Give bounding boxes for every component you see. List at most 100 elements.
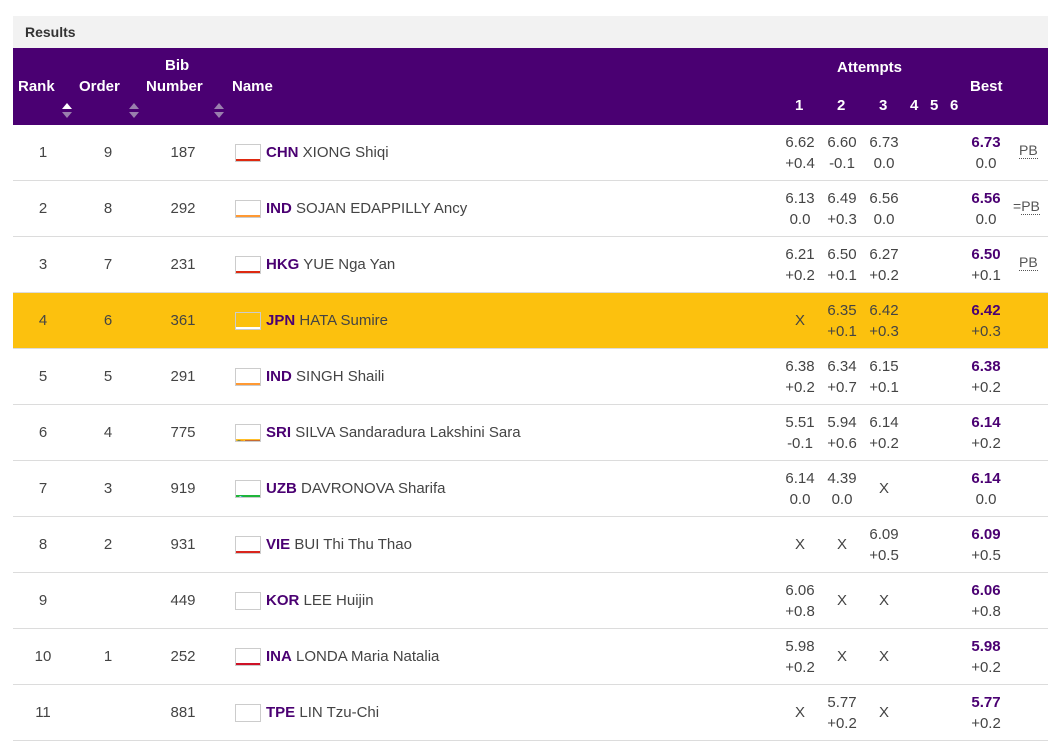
attempt-2: X xyxy=(822,629,862,684)
attempt-wind: +0.2 xyxy=(785,659,815,676)
best-mark: 6.50 +0.1 xyxy=(963,244,1009,286)
athlete-name[interactable]: UZB DAVRONOVA Sharifa xyxy=(266,461,446,516)
order-cell: 3 xyxy=(103,480,113,497)
athlete-name-text: LONDA Maria Natalia xyxy=(296,648,440,665)
table-row[interactable]: 1 9 187 CHN XIONG Shiqi 6.62 +0.4 6.60 -0.1 6.73… xyxy=(13,125,1048,181)
flag-icon xyxy=(235,256,261,274)
sort-icon[interactable] xyxy=(62,103,72,119)
table-row[interactable]: 10 1 252 INA LONDA Maria Natalia 5.98 +0.2 X X 5… xyxy=(13,629,1048,685)
bib-cell: 361 xyxy=(170,312,196,329)
attempt-mark: 5.98 xyxy=(785,638,815,655)
table-row[interactable]: 5 5 291 IND SINGH Shaili 6.38 +0.2 6.34 +0.7 6.1… xyxy=(13,349,1048,405)
table-row[interactable]: 11 881 TPE LIN Tzu-Chi X 5.77 +0.2 X 5.77 +0.2 xyxy=(13,685,1048,741)
column-header-order[interactable]: Order xyxy=(79,78,120,95)
table-row[interactable]: 8 2 931 VIE BUI Thi Thu Thao X X 6.09 +0.5 6.09 +… xyxy=(13,517,1048,573)
table-row[interactable]: 7 3 919 UZB DAVRONOVA Sharifa 6.14 0.0 4.39 0.0… xyxy=(13,461,1048,517)
athlete-cell[interactable]: VIE BUI Thi Thu Thao xyxy=(235,517,755,572)
athlete-cell[interactable]: SRI SILVA Sandaradura Lakshini Sara xyxy=(235,405,755,460)
athlete-cell[interactable]: IND SINGH Shaili xyxy=(235,349,755,404)
attempt-3: X xyxy=(864,573,904,628)
attempt-wind: +0.2 xyxy=(827,715,857,732)
attempt-2: 5.94 +0.6 xyxy=(822,412,862,454)
attempt-mark: 6.62 xyxy=(785,134,815,151)
personal-best-badge[interactable]: PB xyxy=(1019,254,1038,271)
athlete-name-text: SILVA Sandaradura Lakshini Sara xyxy=(295,424,521,441)
best-mark-wind: +0.8 xyxy=(971,603,1001,620)
table-row[interactable]: 3 7 231 HKG YUE Nga Yan 6.21 +0.2 6.50 +0.1 6.27… xyxy=(13,237,1048,293)
country-code: IND xyxy=(266,368,292,385)
sort-icon[interactable] xyxy=(129,103,139,119)
attempt-wind: +0.3 xyxy=(869,323,899,340)
country-code: JPN xyxy=(266,312,296,329)
attempt-wind: +0.7 xyxy=(827,379,857,396)
column-header-bib-line2[interactable]: Number xyxy=(146,78,203,95)
attempt-1: X xyxy=(780,517,820,572)
attempt-mark: 6.09 xyxy=(869,526,899,543)
athlete-cell[interactable]: CHN XIONG Shiqi xyxy=(235,125,755,180)
order-cell: 9 xyxy=(103,144,113,161)
athlete-cell[interactable]: HKG YUE Nga Yan xyxy=(235,237,755,292)
attempt-mark: 6.15 xyxy=(869,358,899,375)
best-mark: 6.56 0.0 xyxy=(963,188,1009,230)
attempt-1: 5.51 -0.1 xyxy=(780,412,820,454)
attempt-mark: 5.51 xyxy=(785,414,815,431)
athlete-name[interactable]: JPN HATA Sumire xyxy=(266,293,388,348)
attempt-3: 6.14 +0.2 xyxy=(864,412,904,454)
column-header-bib-line1[interactable]: Bib xyxy=(165,57,190,74)
personal-best-badge[interactable]: =PB xyxy=(1013,198,1040,215)
rank-cell: 9 xyxy=(38,592,48,609)
flag-icon xyxy=(235,368,261,386)
athlete-name-text: DAVRONOVA Sharifa xyxy=(301,480,446,497)
best-mark-value: 6.42 xyxy=(971,302,1001,319)
bib-cell: 291 xyxy=(170,368,196,385)
rank-cell: 2 xyxy=(38,200,48,217)
athlete-cell[interactable]: TPE LIN Tzu-Chi xyxy=(235,685,755,740)
athlete-name[interactable]: CHN XIONG Shiqi xyxy=(266,125,389,180)
bib-cell: 231 xyxy=(170,256,196,273)
attempt-3: 6.27 +0.2 xyxy=(864,244,904,286)
table-row[interactable]: 4 6 361 JPN HATA Sumire X 6.35 +0.1 6.42 +0.3 6.4… xyxy=(13,293,1048,349)
attempt-2: X xyxy=(822,517,862,572)
order-cell xyxy=(88,573,128,628)
best-mark: 6.42 +0.3 xyxy=(963,300,1009,342)
sort-icon[interactable] xyxy=(214,103,224,119)
athlete-name[interactable]: IND SINGH Shaili xyxy=(266,349,384,404)
column-header-rank[interactable]: Rank xyxy=(18,78,55,95)
athlete-name[interactable]: KOR LEE Huijin xyxy=(266,573,374,628)
table-row[interactable]: 6 4 775 SRI SILVA Sandaradura Lakshini Sara… xyxy=(13,405,1048,461)
rank-cell: 10 xyxy=(34,648,52,665)
attempt-mark: 6.49 xyxy=(827,190,857,207)
athlete-cell[interactable]: JPN HATA Sumire xyxy=(235,293,755,348)
attempt-mark: 6.13 xyxy=(785,190,815,207)
athlete-cell[interactable]: KOR LEE Huijin xyxy=(235,573,755,628)
attempt-1: 6.21 +0.2 xyxy=(780,244,820,286)
best-mark-wind: 0.0 xyxy=(975,155,997,172)
athlete-name[interactable]: IND SOJAN EDAPPILLY Ancy xyxy=(266,181,467,236)
athlete-cell[interactable]: INA LONDA Maria Natalia xyxy=(235,629,755,684)
athlete-name-text: HATA Sumire xyxy=(299,312,388,329)
athlete-name[interactable]: VIE BUI Thi Thu Thao xyxy=(266,517,412,572)
attempt-1: 6.06 +0.8 xyxy=(780,580,820,622)
attempt-header-5: 5 xyxy=(930,97,939,114)
attempt-wind: +0.3 xyxy=(827,211,857,228)
table-row[interactable]: 2 8 292 IND SOJAN EDAPPILLY Ancy 6.13 0.0 6.49… xyxy=(13,181,1048,237)
athlete-cell[interactable]: IND SOJAN EDAPPILLY Ancy xyxy=(235,181,755,236)
athlete-cell[interactable]: UZB DAVRONOVA Sharifa xyxy=(235,461,755,516)
attempt-mark: 6.50 xyxy=(827,246,857,263)
best-mark-value: 6.14 xyxy=(971,470,1001,487)
attempt-wind: +0.2 xyxy=(869,267,899,284)
attempt-2: 6.49 +0.3 xyxy=(822,188,862,230)
country-code: UZB xyxy=(266,480,297,497)
athlete-name[interactable]: TPE LIN Tzu-Chi xyxy=(266,685,379,740)
best-mark: 6.09 +0.5 xyxy=(963,524,1009,566)
athlete-name[interactable]: SRI SILVA Sandaradura Lakshini Sara xyxy=(266,405,521,460)
athlete-name[interactable]: INA LONDA Maria Natalia xyxy=(266,629,439,684)
athlete-name[interactable]: HKG YUE Nga Yan xyxy=(266,237,395,292)
table-row[interactable]: 9 449 KOR LEE Huijin 6.06 +0.8 X X 6.06 +0.8 xyxy=(13,573,1048,629)
personal-best-badge[interactable]: PB xyxy=(1019,142,1038,159)
country-code: KOR xyxy=(266,592,300,609)
bib-cell: 187 xyxy=(170,144,196,161)
bib-cell: 449 xyxy=(170,592,196,609)
attempt-mark: X xyxy=(878,648,889,665)
attempt-header-1: 1 xyxy=(795,97,804,114)
